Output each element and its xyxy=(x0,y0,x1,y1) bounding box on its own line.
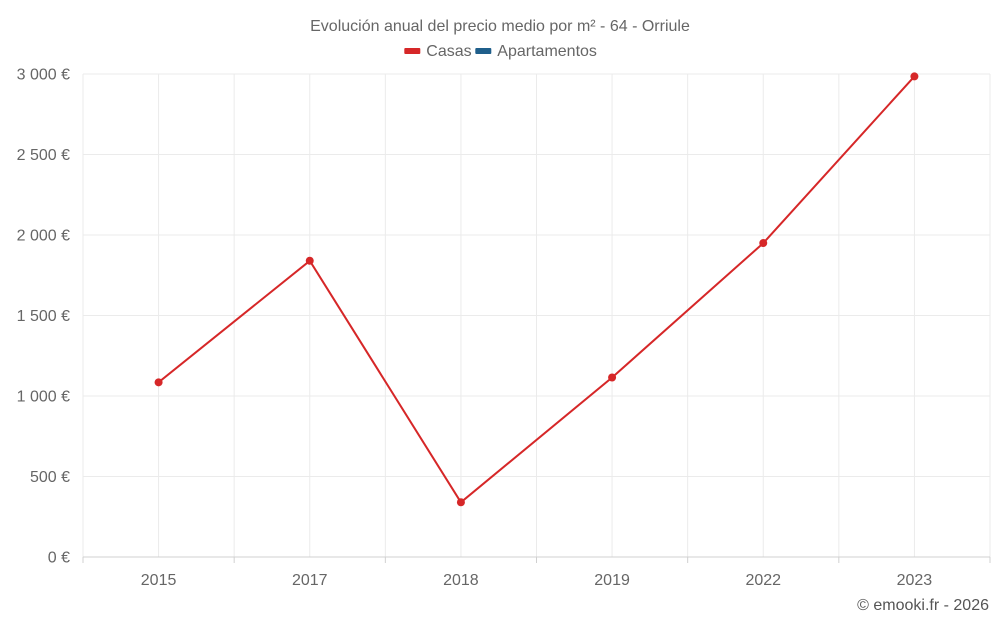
y-tick-label: 2 000 € xyxy=(17,228,70,245)
copyright-footer: © emooki.fr - 2026 xyxy=(857,597,989,614)
y-tick-label: 500 € xyxy=(30,469,70,486)
data-point-casas-2023[interactable] xyxy=(910,72,919,81)
legend-swatch-casas xyxy=(404,48,421,54)
series-line-casas xyxy=(157,75,916,504)
data-point-casas-2015[interactable] xyxy=(154,378,163,387)
chart-title: Evolución anual del precio medio por m² … xyxy=(310,18,690,35)
y-tick-label: 0 € xyxy=(48,550,70,567)
x-tick-label: 2018 xyxy=(443,572,479,589)
x-tick-label: 2022 xyxy=(745,572,781,589)
y-tick-label: 2 500 € xyxy=(17,147,70,164)
legend-item-apartamentos[interactable]: Apartamentos xyxy=(475,43,597,60)
data-point-casas-2018[interactable] xyxy=(456,498,465,507)
grid xyxy=(82,73,991,557)
data-point-casas-2022[interactable] xyxy=(759,239,768,248)
series-group xyxy=(154,72,919,507)
x-tick-label: 2019 xyxy=(594,572,630,589)
axes: 0 € 500 € 1 000 € 1 500 € 2 000 € 2 500 € 3 00… xyxy=(17,67,991,589)
x-tick-label: 2023 xyxy=(897,572,933,589)
legend-swatch-apartamentos xyxy=(475,48,492,54)
x-tick-label: 2015 xyxy=(141,572,177,589)
y-tick-label: 1 500 € xyxy=(17,308,70,325)
x-tick-label: 2017 xyxy=(292,572,328,589)
data-point-casas-2017[interactable] xyxy=(305,256,314,265)
legend-label-apartamentos: Apartamentos xyxy=(497,43,597,60)
legend-item-casas[interactable]: Casas xyxy=(404,43,472,60)
data-point-casas-2019[interactable] xyxy=(608,373,617,382)
y-tick-label: 1 000 € xyxy=(17,389,70,406)
legend-label-casas: Casas xyxy=(426,43,471,60)
legend: Casas Apartamentos xyxy=(404,43,597,60)
y-tick-label: 3 000 € xyxy=(17,67,70,84)
